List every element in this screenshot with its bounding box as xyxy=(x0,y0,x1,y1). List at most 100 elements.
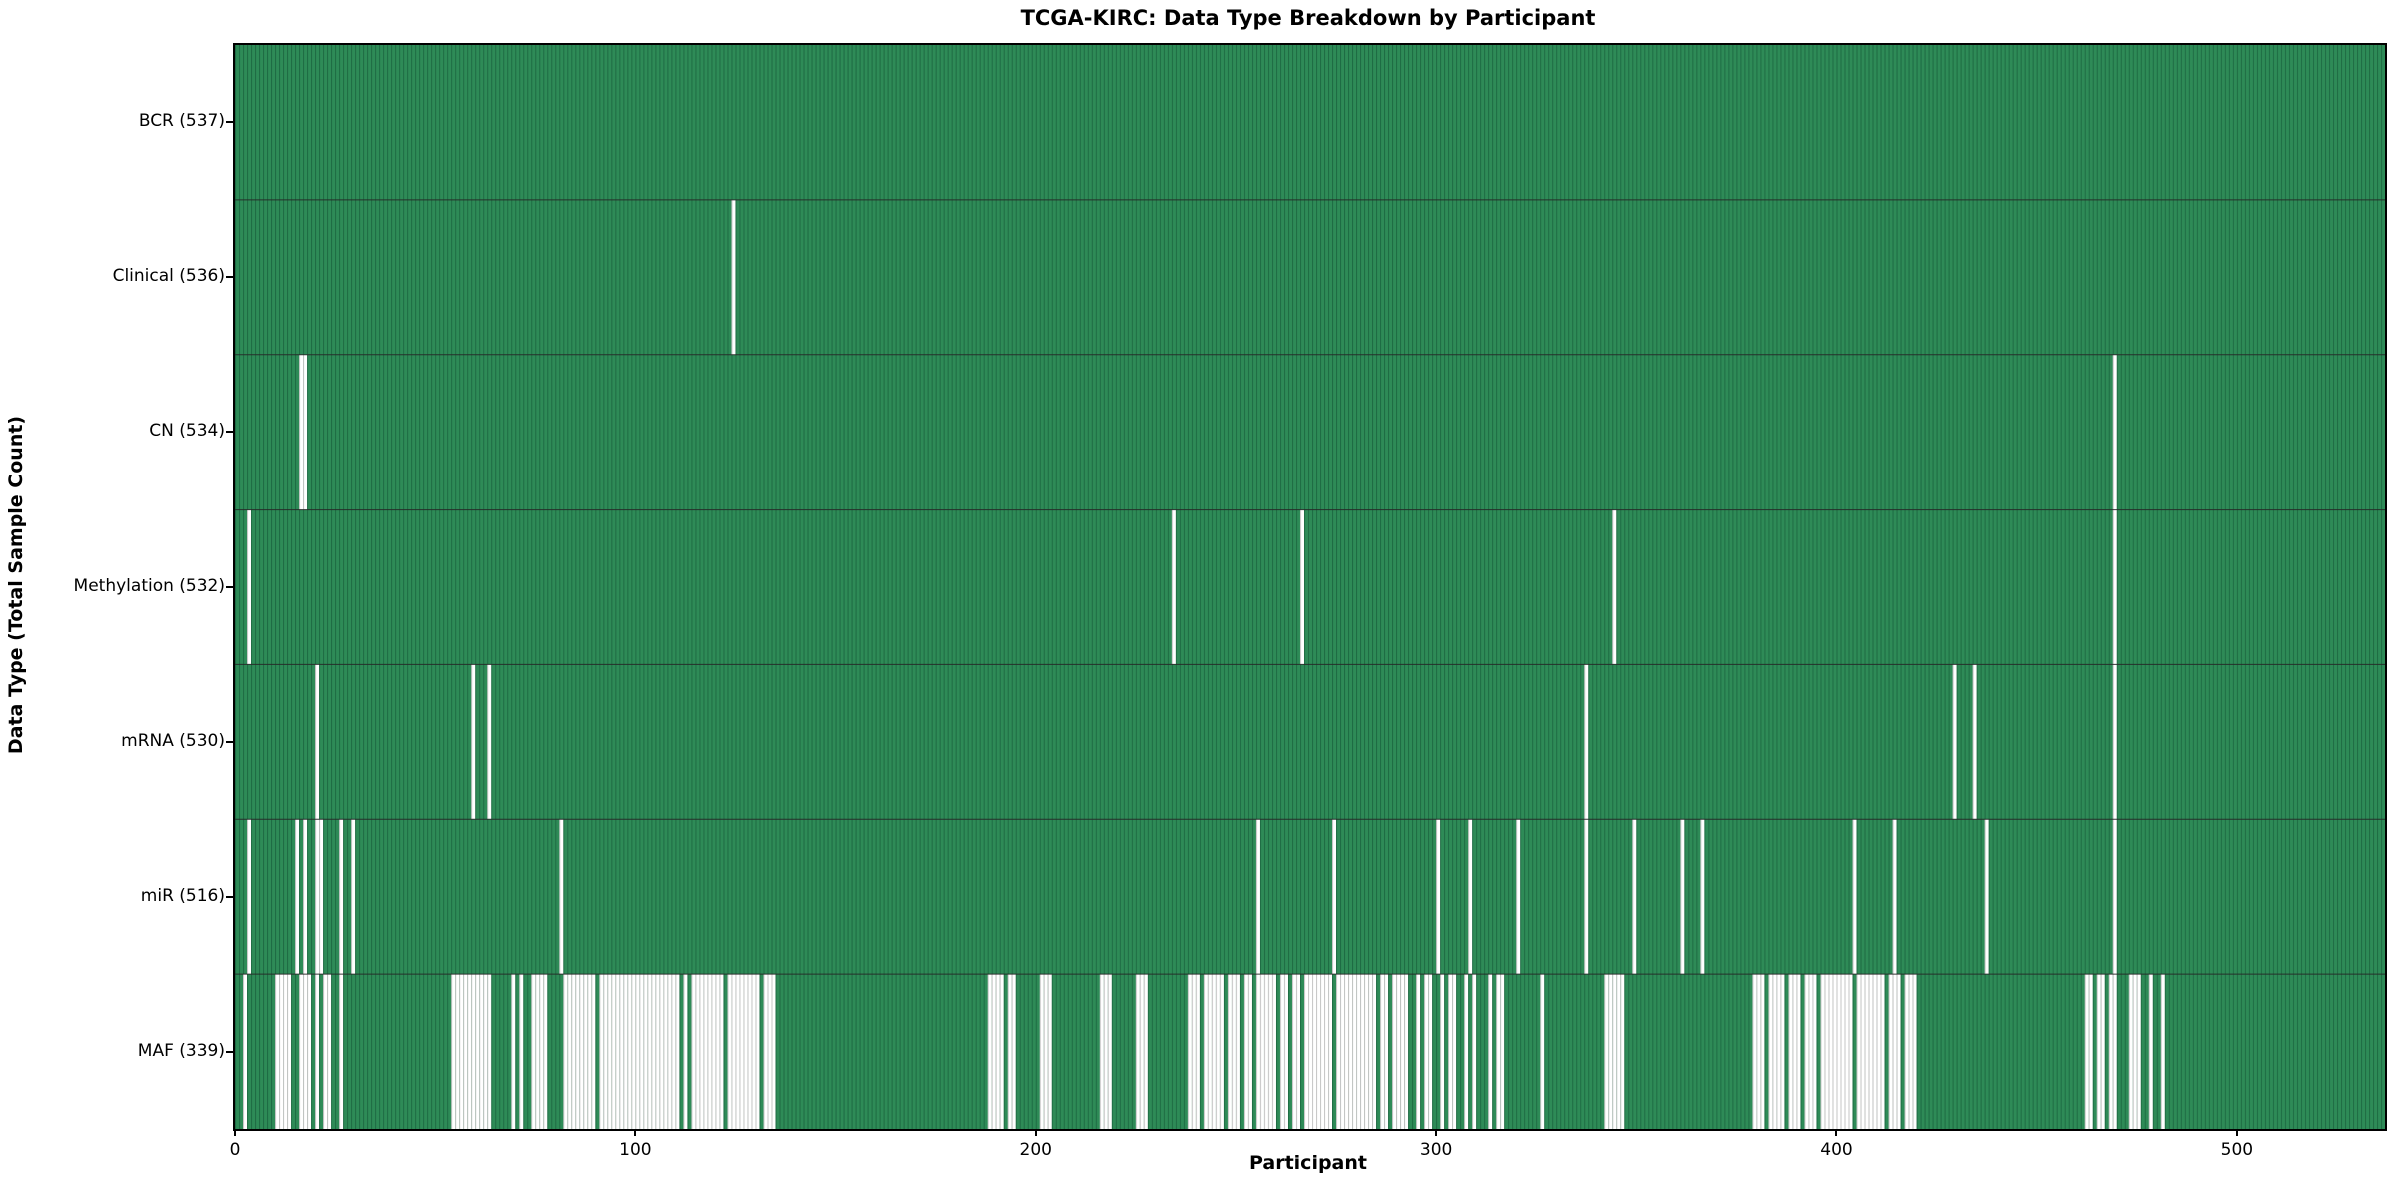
y-tick-mark xyxy=(226,1050,233,1053)
absent-cell xyxy=(1464,974,1469,1129)
absent-cell xyxy=(319,819,324,975)
absent-cell xyxy=(1428,974,1433,1129)
absent-cell xyxy=(479,974,484,1129)
absent-cell xyxy=(1039,974,1044,1129)
heatmap-svg xyxy=(235,45,2385,1129)
absent-cell xyxy=(1255,974,1260,1129)
x-tick-mark xyxy=(1435,1129,1438,1136)
absent-cell xyxy=(1812,974,1817,1129)
absent-cell xyxy=(731,199,736,355)
absent-cell xyxy=(1500,974,1505,1129)
absent-cell xyxy=(703,974,708,1129)
x-tick-mark xyxy=(634,1129,637,1136)
absent-cell xyxy=(1380,974,1385,1129)
absent-cell xyxy=(315,819,320,975)
absent-cell xyxy=(603,974,608,1129)
absent-cell xyxy=(1291,974,1296,1129)
y-tick-label: CN (534) xyxy=(149,421,225,442)
absent-cell xyxy=(463,974,468,1129)
absent-cell xyxy=(303,354,308,510)
absent-cell xyxy=(1756,974,1761,1129)
absent-cell xyxy=(1103,974,1108,1129)
absent-cell xyxy=(1303,974,1308,1129)
absent-cell xyxy=(1135,974,1140,1129)
x-tick-mark xyxy=(234,1129,236,1136)
absent-cell xyxy=(1984,819,1989,975)
heatmap-row-methylation xyxy=(235,509,2385,665)
absent-cell xyxy=(699,974,704,1129)
absent-cell xyxy=(279,974,284,1129)
absent-cell xyxy=(611,974,616,1129)
y-tick-mark xyxy=(226,740,233,743)
absent-cell xyxy=(1352,974,1357,1129)
absent-cell xyxy=(1392,974,1397,1129)
absent-cell xyxy=(1972,664,1977,820)
absent-cell xyxy=(1215,974,1220,1129)
plot-area: PresentAbsent xyxy=(233,43,2387,1131)
absent-cell xyxy=(1340,974,1345,1129)
absent-cell xyxy=(667,974,672,1129)
absent-cell xyxy=(1892,974,1897,1129)
absent-cell xyxy=(475,974,480,1129)
x-tick-label: 400 xyxy=(1820,1140,1853,1160)
heatmap-row-mrna xyxy=(235,664,2385,820)
absent-cell xyxy=(1856,974,1861,1129)
absent-cell xyxy=(643,974,648,1129)
absent-cell xyxy=(535,974,540,1129)
y-tick-mark xyxy=(226,276,233,279)
absent-cell xyxy=(1360,974,1365,1129)
absent-cell xyxy=(1820,974,1825,1129)
absent-cell xyxy=(1516,819,1521,975)
absent-cell xyxy=(1780,974,1785,1129)
absent-cell xyxy=(299,354,304,510)
absent-cell xyxy=(1796,974,1801,1129)
absent-cell xyxy=(1612,974,1617,1129)
absent-cell xyxy=(1011,974,1016,1129)
absent-cell xyxy=(1171,509,1176,665)
absent-cell xyxy=(1888,974,1893,1129)
absent-cell xyxy=(755,974,760,1129)
absent-cell xyxy=(1768,974,1773,1129)
absent-cell xyxy=(1344,974,1349,1129)
absent-cell xyxy=(1255,819,1260,975)
absent-cell xyxy=(719,974,724,1129)
absent-cell xyxy=(1295,974,1300,1129)
absent-cell xyxy=(2100,974,2105,1129)
absent-cell xyxy=(735,974,740,1129)
absent-cell xyxy=(559,819,564,975)
absent-cell xyxy=(327,974,332,1129)
absent-cell xyxy=(283,974,288,1129)
absent-cell xyxy=(995,974,1000,1129)
absent-cell xyxy=(1488,974,1493,1129)
absent-cell xyxy=(1896,974,1901,1129)
absent-cell xyxy=(1384,974,1389,1129)
absent-cell xyxy=(743,974,748,1129)
absent-cell xyxy=(451,974,456,1129)
absent-cell xyxy=(1832,974,1837,1129)
absent-cell xyxy=(459,974,464,1129)
absent-cell xyxy=(543,974,548,1129)
absent-cell xyxy=(1328,974,1333,1129)
absent-cell xyxy=(539,974,544,1129)
absent-cell xyxy=(487,664,492,820)
x-tick-mark xyxy=(1835,1129,1838,1136)
absent-cell xyxy=(1472,974,1477,1129)
absent-cell xyxy=(299,974,304,1129)
absent-cell xyxy=(1860,974,1865,1129)
absent-cell xyxy=(1332,819,1337,975)
absent-cell xyxy=(1584,664,1589,820)
x-tick-mark xyxy=(1034,1129,1037,1136)
absent-cell xyxy=(1139,974,1144,1129)
absent-cell xyxy=(1880,974,1885,1129)
absent-cell xyxy=(531,974,536,1129)
absent-cell xyxy=(771,974,776,1129)
absent-cell xyxy=(1099,974,1104,1129)
absent-cell xyxy=(1804,974,1809,1129)
absent-cell xyxy=(1207,974,1212,1129)
absent-cell xyxy=(1372,974,1377,1129)
absent-cell xyxy=(1952,664,1957,820)
absent-cell xyxy=(1279,974,1284,1129)
y-tick-mark xyxy=(226,895,233,898)
absent-cell xyxy=(2096,974,2101,1129)
absent-cell xyxy=(1468,819,1473,975)
